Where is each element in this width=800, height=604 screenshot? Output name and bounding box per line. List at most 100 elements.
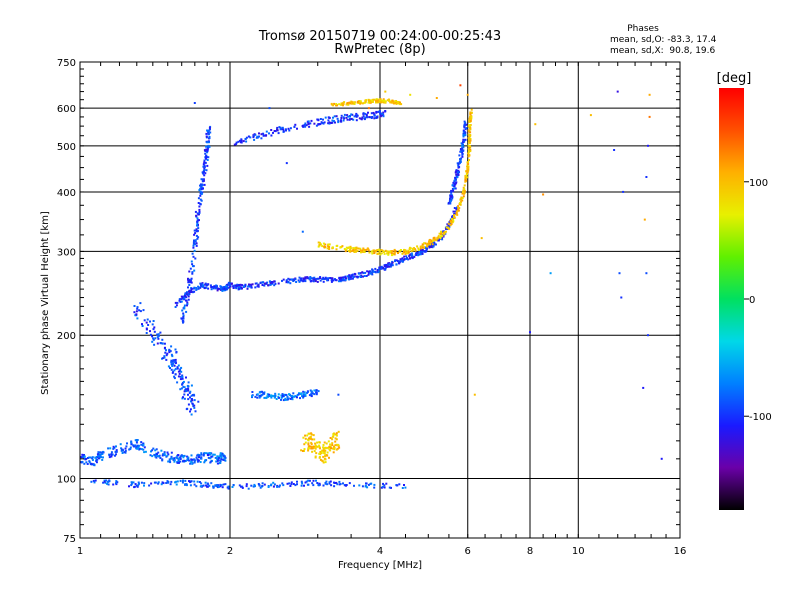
echo-point: [169, 350, 172, 353]
echo-point: [219, 460, 222, 463]
echo-point: [197, 400, 200, 403]
echo-point: [171, 371, 174, 374]
echo-point: [364, 116, 367, 119]
echo-point: [270, 134, 273, 137]
echo-point: [251, 391, 254, 393]
echo-point: [457, 206, 460, 209]
echo-point: [115, 453, 117, 456]
echo-point: [394, 250, 397, 253]
echo-point: [622, 190, 625, 193]
echo-point: [375, 101, 377, 104]
echo-point: [370, 250, 373, 253]
echo-point: [205, 135, 208, 138]
echo-point: [159, 457, 162, 459]
echo-point: [173, 460, 176, 463]
echo-point: [360, 118, 363, 120]
echo-point: [273, 280, 276, 283]
echo-point: [220, 456, 223, 459]
echo-point: [409, 247, 412, 250]
echo-point: [296, 127, 298, 130]
echo-point: [204, 481, 207, 484]
echo-point: [456, 213, 459, 216]
echo-point: [193, 399, 196, 402]
echo-point: [343, 117, 346, 120]
echo-point: [331, 119, 334, 122]
echo-point: [452, 189, 455, 192]
echo-point: [363, 251, 366, 253]
echo-point: [216, 455, 219, 458]
echo-point: [297, 279, 300, 282]
echo-point: [198, 205, 201, 208]
echo-point: [432, 237, 435, 240]
echo-point: [374, 271, 377, 274]
echo-point: [247, 135, 250, 138]
echo-point: [463, 132, 466, 135]
echo-point: [253, 138, 256, 141]
echo-point: [119, 443, 122, 446]
echo-point: [356, 249, 359, 252]
grid: [80, 62, 680, 538]
echo-point: [317, 390, 320, 393]
x-tick-label: 2: [227, 546, 233, 557]
echo-point: [161, 338, 164, 341]
echo-point: [463, 124, 466, 127]
echo-point: [290, 481, 293, 484]
echo-point: [190, 400, 192, 403]
echo-point: [406, 257, 408, 260]
echo-point: [189, 267, 192, 270]
echo-point: [294, 484, 297, 487]
echo-point: [387, 253, 390, 256]
echo-point: [458, 171, 460, 174]
echo-point: [347, 250, 350, 252]
echo-point: [303, 391, 306, 394]
echo-point: [187, 298, 190, 301]
echo-point: [191, 399, 194, 402]
echo-point: [204, 283, 207, 286]
echo-point: [149, 333, 152, 336]
echo-point: [197, 213, 200, 216]
echo-point: [318, 244, 321, 246]
echo-point: [197, 287, 200, 290]
echo-point: [350, 113, 353, 116]
echo-point: [230, 282, 233, 285]
echo-point: [367, 483, 370, 486]
echo-point: [459, 159, 462, 162]
echo-point: [373, 113, 376, 116]
echo-point: [279, 126, 282, 129]
echo-point: [441, 238, 444, 241]
echo-point: [152, 338, 155, 341]
echo-point: [431, 246, 434, 249]
echo-point: [191, 263, 194, 266]
echo-point: [292, 483, 295, 485]
echo-point: [446, 226, 449, 229]
echo-point: [348, 276, 351, 279]
echo-point: [469, 150, 472, 153]
echo-point: [215, 460, 218, 463]
echo-point: [369, 116, 372, 119]
echo-point: [188, 284, 191, 286]
echo-point: [302, 390, 305, 393]
echo-point: [286, 482, 289, 485]
echo-point: [198, 189, 201, 192]
echo-point: [208, 145, 211, 148]
echo-point: [469, 149, 472, 151]
echo-point: [153, 330, 156, 333]
echo-point: [206, 129, 209, 132]
echo-point: [136, 444, 139, 447]
echo-point: [202, 170, 205, 173]
echo-point: [268, 280, 271, 283]
echo-point: [83, 455, 86, 458]
echo-point: [320, 451, 323, 454]
echo-point: [469, 111, 472, 114]
echo-point: [202, 179, 205, 182]
echo-point: [91, 459, 94, 461]
echo-point: [133, 486, 136, 489]
echo-point: [163, 452, 166, 455]
echo-point: [123, 451, 126, 454]
echo-point: [403, 258, 406, 261]
echo-point: [329, 445, 332, 448]
echo-point: [304, 437, 307, 440]
echo-point: [379, 112, 382, 115]
echo-point: [455, 208, 458, 211]
